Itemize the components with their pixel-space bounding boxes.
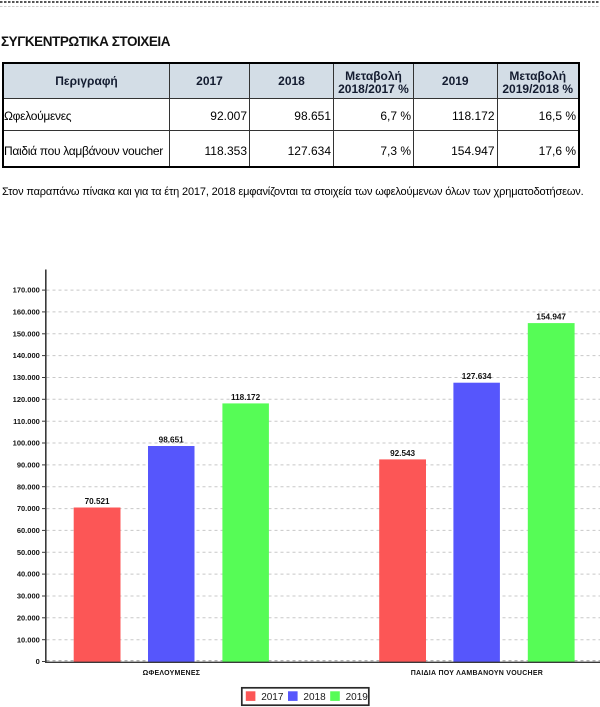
- svg-text:98.651: 98.651: [159, 436, 184, 445]
- svg-text:140.000: 140.000: [13, 351, 40, 360]
- svg-text:10.000: 10.000: [17, 635, 40, 644]
- svg-text:160.000: 160.000: [13, 308, 40, 317]
- svg-text:30.000: 30.000: [17, 592, 40, 601]
- svg-text:ΠΑΙΔΙΑ ΠΟΥ ΛΑΜΒΑΝΟΥΝ VOUCHER: ΠΑΙΔΙΑ ΠΟΥ ΛΑΜΒΑΝΟΥΝ VOUCHER: [411, 670, 543, 677]
- svg-text:70.000: 70.000: [17, 504, 40, 513]
- svg-text:40.000: 40.000: [17, 570, 40, 579]
- svg-text:110.000: 110.000: [13, 417, 40, 426]
- svg-text:70.521: 70.521: [85, 497, 110, 506]
- svg-text:92.543: 92.543: [390, 449, 415, 458]
- svg-text:0: 0: [36, 657, 40, 666]
- svg-text:60.000: 60.000: [17, 526, 40, 535]
- svg-text:50.000: 50.000: [17, 548, 40, 557]
- svg-text:100.000: 100.000: [13, 439, 40, 448]
- svg-text:130.000: 130.000: [13, 373, 40, 382]
- svg-text:170.000: 170.000: [13, 286, 40, 295]
- svg-text:2017: 2017: [261, 692, 284, 703]
- svg-text:154.947: 154.947: [536, 313, 566, 322]
- svg-text:ΩΦΕΛΟΥΜΕΝΕΣ: ΩΦΕΛΟΥΜΕΝΕΣ: [143, 670, 201, 677]
- svg-text:80.000: 80.000: [17, 482, 40, 491]
- svg-text:150.000: 150.000: [13, 329, 40, 338]
- svg-text:127.634: 127.634: [462, 372, 492, 381]
- svg-text:20.000: 20.000: [17, 613, 40, 622]
- svg-text:120.000: 120.000: [13, 395, 40, 404]
- svg-text:90.000: 90.000: [17, 461, 40, 470]
- svg-text:118.172: 118.172: [231, 393, 261, 402]
- svg-text:2018: 2018: [303, 692, 326, 703]
- svg-text:2019: 2019: [346, 692, 369, 703]
